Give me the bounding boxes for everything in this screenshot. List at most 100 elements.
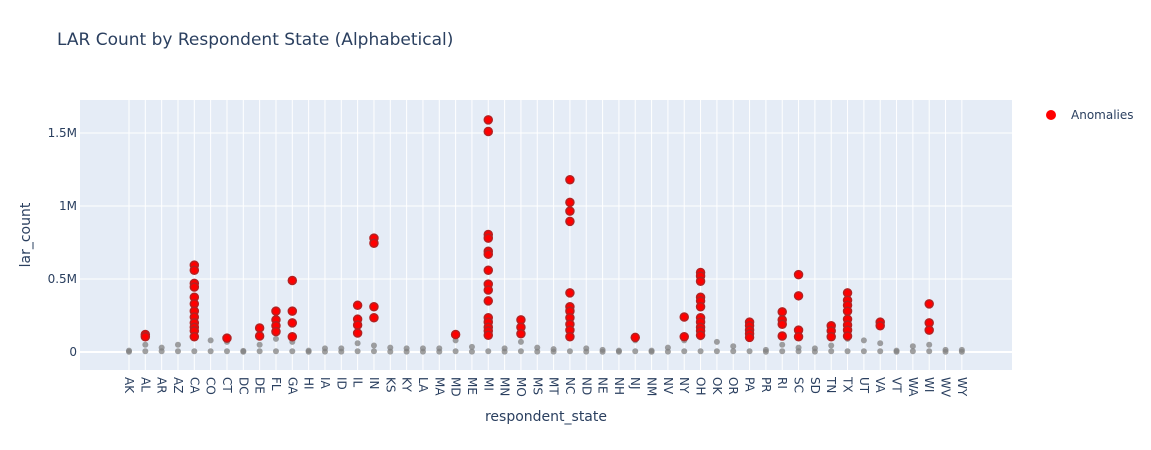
x-tick-label: MN (498, 377, 512, 396)
x-tick-label: DC (236, 377, 250, 395)
point (860, 337, 867, 344)
point (583, 345, 590, 352)
anomaly-point (450, 329, 461, 340)
point (436, 345, 443, 352)
anomaly-point (695, 276, 706, 286)
anomaly-point (793, 269, 804, 280)
point (762, 346, 769, 353)
point (468, 348, 475, 355)
point (142, 348, 149, 355)
point (860, 348, 867, 355)
point (354, 348, 361, 355)
anomaly-point (352, 320, 363, 330)
point (207, 348, 214, 355)
point (501, 345, 508, 352)
x-tick-label: VA (873, 377, 887, 393)
point (746, 348, 753, 355)
anomaly-point (140, 331, 151, 342)
anomaly-point (924, 299, 934, 309)
point (321, 345, 328, 352)
point (534, 344, 541, 351)
anomaly-point (189, 331, 200, 342)
anomaly-point (826, 331, 836, 342)
anomaly-point (565, 331, 575, 342)
x-tick-label: AR (155, 377, 169, 394)
x-tick-label: MD (449, 377, 463, 397)
point (174, 341, 181, 348)
x-tick-label: UT (857, 377, 871, 394)
x-tick-label: NM (645, 377, 659, 396)
anomaly-point (842, 331, 853, 341)
point (468, 343, 475, 350)
anomaly-point (369, 302, 379, 312)
x-tick-label: NJ (628, 377, 642, 390)
point (844, 348, 851, 355)
point (240, 347, 247, 354)
x-tick-label: ME (465, 377, 479, 395)
y-tick-label: 0.5M (48, 272, 77, 286)
anomaly-point (352, 328, 363, 338)
point (681, 348, 688, 355)
x-tick-label: AK (122, 377, 136, 394)
point (877, 348, 884, 355)
point (811, 345, 818, 352)
point (452, 348, 459, 355)
point (387, 344, 394, 351)
point (664, 344, 671, 351)
anomaly-point (483, 296, 494, 306)
point (256, 341, 263, 348)
point (223, 348, 230, 355)
point (125, 347, 132, 354)
point (893, 347, 900, 354)
anomaly-point (744, 332, 755, 343)
anomaly-point (287, 275, 298, 286)
x-tick-label: ID (334, 377, 348, 390)
point (207, 337, 214, 344)
anomaly-point (516, 329, 526, 339)
x-tick-label: WA (906, 377, 920, 397)
x-tick-label: IL (351, 377, 365, 388)
x-tick-label: AL (138, 377, 152, 392)
x-tick-label: KY (400, 377, 414, 392)
point (599, 346, 606, 353)
x-tick-label: OK (710, 377, 724, 395)
point (909, 348, 916, 355)
x-tick-label: ND (579, 377, 593, 395)
x-tick-label: OR (726, 377, 740, 395)
point (517, 348, 524, 355)
anomaly-point (875, 321, 885, 331)
anomaly-point (565, 197, 575, 208)
point (926, 348, 933, 355)
point (877, 340, 884, 347)
y-tick-label: 1.5M (48, 126, 77, 140)
point (256, 348, 263, 355)
anomaly-point (189, 265, 200, 276)
x-tick-label: KS (383, 377, 397, 393)
point (779, 348, 786, 355)
point (174, 348, 181, 355)
point (142, 341, 149, 348)
anomaly-point (565, 206, 575, 216)
anomaly-point (483, 265, 494, 276)
anomaly-point (842, 306, 853, 316)
anomaly-point (924, 325, 934, 335)
x-tick-label: VT (890, 377, 904, 393)
anomaly-point (369, 312, 379, 323)
x-tick-label: PA (743, 377, 757, 392)
anomaly-point (565, 288, 575, 298)
anomaly-point (287, 318, 298, 328)
anomaly-point (483, 285, 494, 295)
anomaly-point (483, 330, 494, 340)
x-tick-label: NE (596, 377, 610, 394)
x-tick-label: MO (514, 377, 528, 397)
point (272, 348, 279, 355)
x-tick-label: OH (694, 377, 708, 395)
point (713, 348, 720, 355)
point (158, 344, 165, 351)
x-tick-label: HI (302, 377, 316, 390)
anomaly-point (352, 300, 363, 311)
x-tick-label: IA (318, 377, 332, 390)
point (958, 346, 965, 353)
point (354, 340, 361, 347)
